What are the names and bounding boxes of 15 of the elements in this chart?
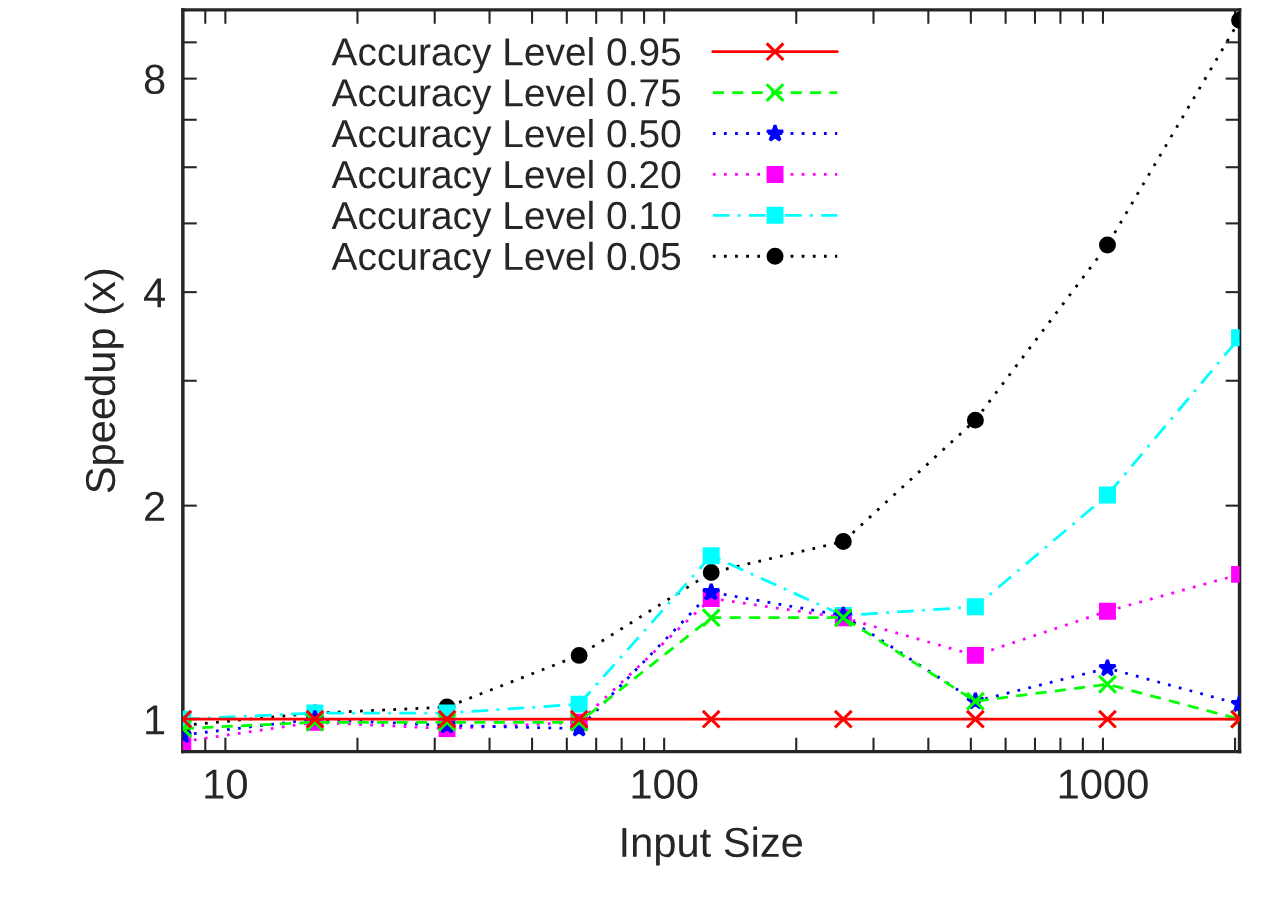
x-axis-title: Input Size <box>622 826 803 866</box>
legend-label: Accuracy Level 0.05 <box>331 241 681 278</box>
legend-label: Accuracy Level 0.20 <box>331 159 681 197</box>
x-tick-label: 10 <box>205 769 247 799</box>
y-axis-title: Speedup (x) <box>84 269 124 493</box>
legend-label: Accuracy Level 0.50 <box>331 118 681 156</box>
y-tick-label: 4 <box>143 278 165 308</box>
legend-label: Accuracy Level 0.75 <box>331 78 681 115</box>
y-tick-label: 8 <box>144 64 165 95</box>
legend-label: Accuracy Level 0.95 <box>331 37 681 74</box>
x-tick-label: 1000 <box>1059 769 1148 799</box>
legend-label: Accuracy Level 0.10 <box>331 200 681 238</box>
y-tick-label: 2 <box>145 491 165 521</box>
x-tick-label: 100 <box>632 769 698 799</box>
y-tick-label: 1 <box>146 705 165 735</box>
